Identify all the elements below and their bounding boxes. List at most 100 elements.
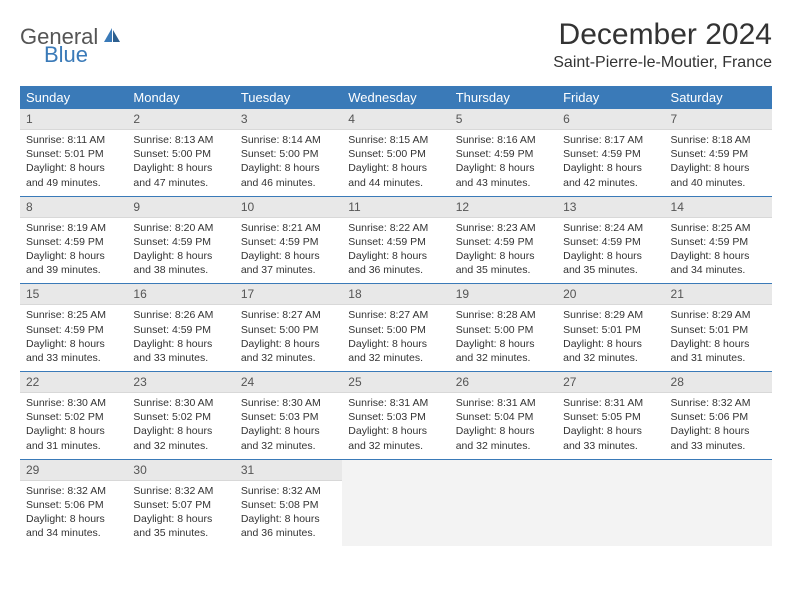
sunrise-line: Sunrise: 8:29 AM [563,308,658,322]
sunset-line: Sunset: 4:59 PM [563,235,658,249]
day-cell: 14Sunrise: 8:25 AMSunset: 4:59 PMDayligh… [665,197,772,284]
day-number: 20 [557,284,664,305]
day-number: 19 [450,284,557,305]
day-body: Sunrise: 8:30 AMSunset: 5:03 PMDaylight:… [235,393,342,459]
daylight-line: and 44 minutes. [348,176,443,190]
sunrise-line: Sunrise: 8:32 AM [671,396,766,410]
daylight-line: Daylight: 8 hours [563,337,658,351]
sunrise-line: Sunrise: 8:32 AM [241,484,336,498]
daylight-line: Daylight: 8 hours [456,424,551,438]
week-row: 8Sunrise: 8:19 AMSunset: 4:59 PMDaylight… [20,197,772,285]
day-body: Sunrise: 8:32 AMSunset: 5:08 PMDaylight:… [235,481,342,547]
day-body: Sunrise: 8:17 AMSunset: 4:59 PMDaylight:… [557,130,664,196]
day-cell: 28Sunrise: 8:32 AMSunset: 5:06 PMDayligh… [665,372,772,459]
daylight-line: Daylight: 8 hours [563,249,658,263]
daylight-line: and 46 minutes. [241,176,336,190]
sunrise-line: Sunrise: 8:15 AM [348,133,443,147]
day-number: 10 [235,197,342,218]
sunrise-line: Sunrise: 8:19 AM [26,221,121,235]
day-number: 13 [557,197,664,218]
daylight-line: and 40 minutes. [671,176,766,190]
empty-day-cell [450,460,557,547]
day-cell: 24Sunrise: 8:30 AMSunset: 5:03 PMDayligh… [235,372,342,459]
sunset-line: Sunset: 5:01 PM [671,323,766,337]
daylight-line: Daylight: 8 hours [26,512,121,526]
daylight-line: and 49 minutes. [26,176,121,190]
daylight-line: Daylight: 8 hours [671,249,766,263]
sunset-line: Sunset: 4:59 PM [26,235,121,249]
sunrise-line: Sunrise: 8:26 AM [133,308,228,322]
empty-day-cell [342,460,449,547]
sunset-line: Sunset: 5:00 PM [133,147,228,161]
day-number: 7 [665,109,772,130]
sunrise-line: Sunrise: 8:28 AM [456,308,551,322]
day-body: Sunrise: 8:29 AMSunset: 5:01 PMDaylight:… [557,305,664,371]
daylight-line: Daylight: 8 hours [26,337,121,351]
daylight-line: and 33 minutes. [671,439,766,453]
day-number: 11 [342,197,449,218]
sunset-line: Sunset: 4:59 PM [133,235,228,249]
day-number: 26 [450,372,557,393]
daylight-line: and 36 minutes. [241,526,336,540]
sunrise-line: Sunrise: 8:25 AM [671,221,766,235]
header: General December 2024 Saint-Pierre-le-Mo… [20,18,772,72]
day-body: Sunrise: 8:27 AMSunset: 5:00 PMDaylight:… [342,305,449,371]
day-number: 8 [20,197,127,218]
day-cell: 10 Sunrise: 8:21 AMSunset: 4:59 PMDayligh… [235,197,342,284]
day-number: 4 [342,109,449,130]
sunset-line: Sunset: 5:03 PM [348,410,443,424]
day-body: Sunrise: 8:15 AMSunset: 5:00 PMDaylight:… [342,130,449,196]
day-body: Sunrise: 8:29 AMSunset: 5:01 PMDaylight:… [665,305,772,371]
daylight-line: and 32 minutes. [456,439,551,453]
sunrise-line: Sunrise: 8:13 AM [133,133,228,147]
sunrise-line: Sunrise: 8:27 AM [241,308,336,322]
day-number: 2 [127,109,234,130]
daylight-line: and 34 minutes. [26,526,121,540]
daylight-line: Daylight: 8 hours [348,337,443,351]
sunrise-line: Sunrise: 8:30 AM [26,396,121,410]
sunrise-line: Sunrise: 8:32 AM [26,484,121,498]
day-body: Sunrise: 8:25 AMSunset: 4:59 PMDaylight:… [20,305,127,371]
week-row: 29Sunrise: 8:32 AMSunset: 5:06 PMDayligh… [20,460,772,547]
sunset-line: Sunset: 5:00 PM [348,323,443,337]
daylight-line: Daylight: 8 hours [671,424,766,438]
day-cell: 15Sunrise: 8:25 AMSunset: 4:59 PMDayligh… [20,284,127,371]
day-cell: 9Sunrise: 8:20 AMSunset: 4:59 PMDaylight… [127,197,234,284]
sunrise-line: Sunrise: 8:29 AM [671,308,766,322]
sunset-line: Sunset: 5:07 PM [133,498,228,512]
day-body: Sunrise: 8:32 AMSunset: 5:06 PMDaylight:… [20,481,127,547]
day-number: 14 [665,197,772,218]
sunrise-line: Sunrise: 8:11 AM [26,133,121,147]
day-cell: 2Sunrise: 8:13 AMSunset: 5:00 PMDaylight… [127,109,234,196]
sunrise-line: Sunrise: 8:21 AM [241,221,336,235]
day-body: Sunrise: 8:13 AMSunset: 5:00 PMDaylight:… [127,130,234,196]
daylight-line: Daylight: 8 hours [241,337,336,351]
daylight-line: Daylight: 8 hours [563,161,658,175]
daylight-line: Daylight: 8 hours [456,337,551,351]
sunset-line: Sunset: 5:01 PM [563,323,658,337]
daylight-line: Daylight: 8 hours [563,424,658,438]
day-cell: 25Sunrise: 8:31 AMSunset: 5:03 PMDayligh… [342,372,449,459]
day-body: Sunrise: 8:30 AMSunset: 5:02 PMDaylight:… [127,393,234,459]
calendar: Sunday Monday Tuesday Wednesday Thursday… [20,86,772,546]
daylight-line: Daylight: 8 hours [241,249,336,263]
sunset-line: Sunset: 4:59 PM [456,147,551,161]
day-body: Sunrise: 8:25 AMSunset: 4:59 PMDaylight:… [665,218,772,284]
sunrise-line: Sunrise: 8:31 AM [348,396,443,410]
sunset-line: Sunset: 4:59 PM [241,235,336,249]
daylight-line: and 38 minutes. [133,263,228,277]
week-row: 22Sunrise: 8:30 AMSunset: 5:02 PMDayligh… [20,372,772,460]
day-cell: 16Sunrise: 8:26 AMSunset: 4:59 PMDayligh… [127,284,234,371]
day-number: 21 [665,284,772,305]
daylight-line: Daylight: 8 hours [456,161,551,175]
day-body: Sunrise: 8:22 AMSunset: 4:59 PMDaylight:… [342,218,449,284]
daylight-line: Daylight: 8 hours [26,424,121,438]
day-number: 17 [235,284,342,305]
day-cell: 31Sunrise: 8:32 AMSunset: 5:08 PMDayligh… [235,460,342,547]
day-cell: 23Sunrise: 8:30 AMSunset: 5:02 PMDayligh… [127,372,234,459]
sunset-line: Sunset: 5:02 PM [133,410,228,424]
sunset-line: Sunset: 5:06 PM [671,410,766,424]
daylight-line: and 33 minutes. [133,351,228,365]
daylight-line: Daylight: 8 hours [348,249,443,263]
daylight-line: Daylight: 8 hours [133,512,228,526]
